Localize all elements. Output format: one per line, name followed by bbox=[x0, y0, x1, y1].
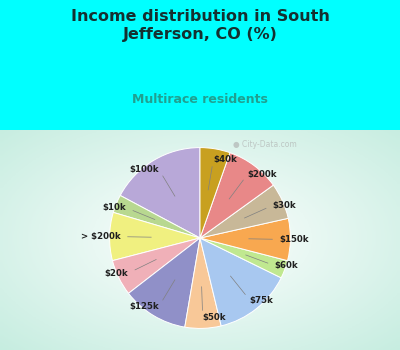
Wedge shape bbox=[112, 238, 200, 293]
Text: $40k: $40k bbox=[213, 155, 237, 164]
Wedge shape bbox=[128, 238, 200, 327]
Wedge shape bbox=[185, 238, 221, 328]
Text: $30k: $30k bbox=[272, 201, 296, 210]
Text: ● City-Data.com: ● City-Data.com bbox=[232, 140, 296, 149]
Text: $50k: $50k bbox=[203, 313, 226, 322]
Wedge shape bbox=[200, 153, 273, 238]
Wedge shape bbox=[200, 148, 230, 238]
Text: $60k: $60k bbox=[275, 261, 298, 270]
Text: > $200k: > $200k bbox=[81, 232, 120, 241]
Text: $125k: $125k bbox=[129, 302, 159, 311]
Text: $200k: $200k bbox=[248, 170, 277, 179]
Text: $20k: $20k bbox=[105, 268, 128, 278]
Wedge shape bbox=[113, 195, 200, 238]
Wedge shape bbox=[200, 238, 281, 326]
Text: $75k: $75k bbox=[250, 296, 274, 304]
Text: $150k: $150k bbox=[280, 235, 309, 244]
Wedge shape bbox=[200, 218, 290, 261]
Wedge shape bbox=[200, 238, 288, 278]
Text: Multirace residents: Multirace residents bbox=[132, 93, 268, 106]
Text: $10k: $10k bbox=[103, 203, 126, 212]
Wedge shape bbox=[110, 212, 200, 261]
Wedge shape bbox=[120, 148, 200, 238]
Wedge shape bbox=[200, 185, 288, 238]
Text: Income distribution in South
Jefferson, CO (%): Income distribution in South Jefferson, … bbox=[70, 9, 330, 42]
Text: $100k: $100k bbox=[130, 165, 159, 174]
